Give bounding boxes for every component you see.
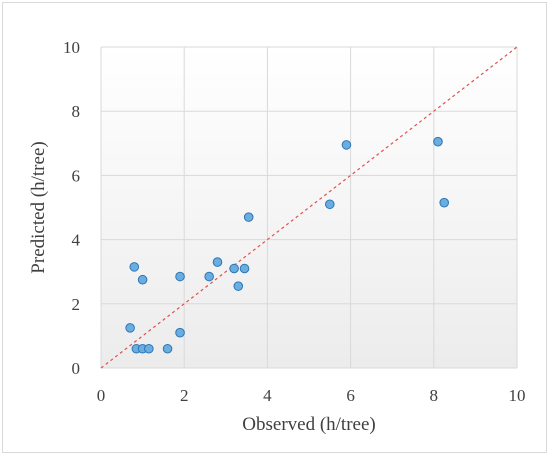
plot-area (101, 47, 517, 368)
grid-lines (100, 46, 518, 369)
y-tick-label: 6 (72, 166, 81, 185)
y-axis-ticks: 0 2 4 6 8 10 (63, 38, 81, 378)
y-axis-label: Predicted (h/tree) (28, 141, 49, 273)
data-point (439, 197, 450, 208)
data-point (162, 343, 173, 354)
x-tick-label: 4 (263, 386, 272, 405)
data-point (175, 327, 185, 338)
y-tick-label: 10 (63, 38, 80, 57)
data-point (325, 199, 335, 210)
data-point (144, 343, 154, 354)
data-point (212, 257, 223, 267)
data-point (125, 323, 135, 333)
data-point (204, 271, 214, 282)
data-point (129, 262, 140, 272)
x-axis-label: Observed (h/tree) (242, 414, 375, 435)
x-tick-label: 8 (430, 386, 439, 405)
data-points (125, 136, 450, 354)
data-point (137, 274, 148, 285)
x-tick-label: 10 (509, 386, 526, 405)
y-tick-label: 4 (72, 231, 81, 250)
data-point (243, 212, 254, 222)
data-point (433, 136, 443, 147)
data-point (175, 271, 185, 282)
x-tick-label: 0 (97, 386, 106, 405)
x-axis-ticks: 0 2 4 6 8 10 (97, 386, 526, 405)
y-tick-label: 8 (72, 102, 81, 121)
data-point (233, 281, 244, 291)
x-tick-label: 2 (180, 386, 189, 405)
data-point (239, 263, 250, 274)
data-point (341, 140, 352, 150)
y-tick-label: 0 (72, 359, 81, 378)
y-tick-label: 2 (72, 295, 81, 314)
data-point (229, 263, 239, 274)
x-tick-label: 6 (346, 386, 355, 405)
